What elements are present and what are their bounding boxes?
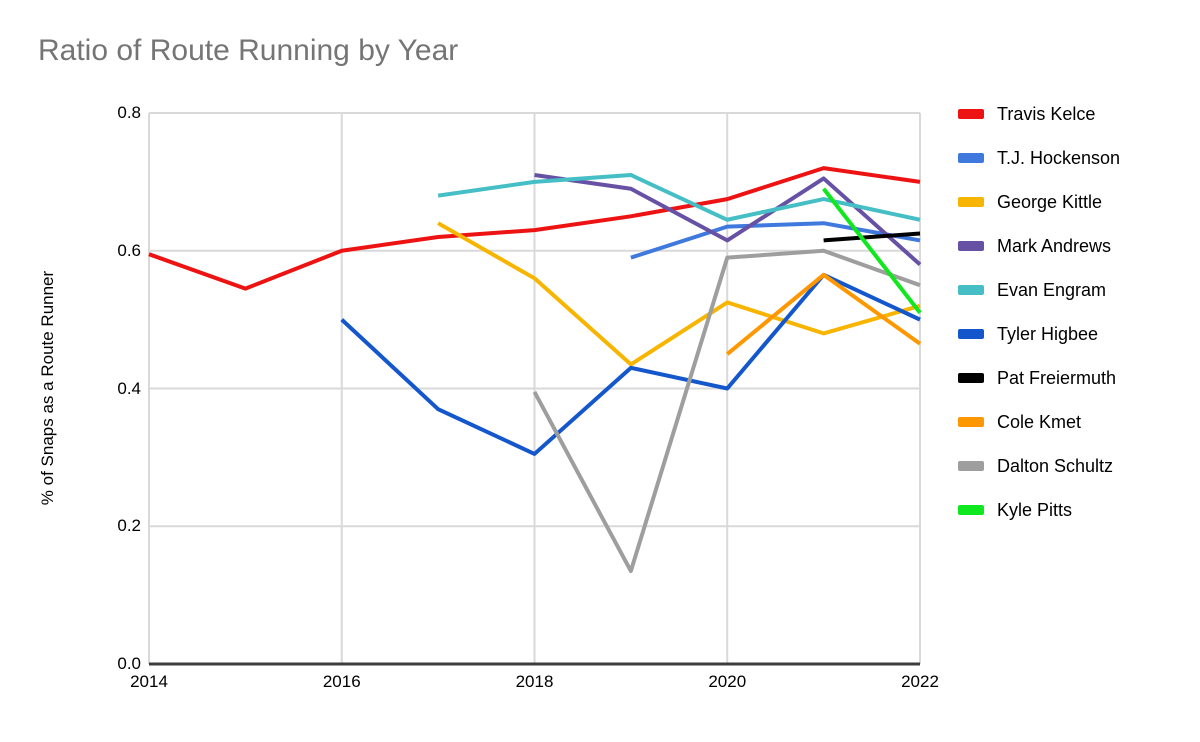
- chart-title: Ratio of Route Running by Year: [38, 34, 459, 67]
- plot-area: [148, 112, 922, 666]
- legend-item-evan-engram: Evan Engram: [958, 280, 1120, 300]
- x-tick-label: 2016: [322, 672, 361, 691]
- legend-item-travis-kelce: Travis Kelce: [958, 104, 1120, 124]
- legend-swatch: [958, 417, 984, 427]
- legend-label: Mark Andrews: [997, 235, 1112, 256]
- y-tick-label: 0.0: [117, 654, 141, 673]
- legend-item-mark-andrews: Mark Andrews: [958, 236, 1120, 256]
- x-tick-label: 2018: [515, 672, 554, 691]
- y-tick-label: 0.8: [117, 103, 141, 122]
- legend-item-dalton-schultz: Dalton Schultz: [958, 456, 1120, 476]
- legend-label: Evan Engram: [997, 279, 1107, 300]
- y-tick-label: 0.4: [117, 378, 141, 398]
- legend-item-t-j-hockenson: T.J. Hockenson: [958, 148, 1120, 168]
- series-line-cole-kmet: [725, 272, 922, 356]
- series-line-kyle-pitts: [822, 187, 922, 314]
- x-tick-label: 2014: [130, 672, 168, 691]
- legend-item-kyle-pitts: Kyle Pitts: [958, 500, 1120, 520]
- legend-item-george-kittle: George Kittle: [958, 192, 1120, 212]
- legend-label: Travis Kelce: [997, 103, 1096, 124]
- legend-swatch: [958, 153, 984, 163]
- legend-swatch: [958, 329, 984, 339]
- legend-item-tyler-higbee: Tyler Higbee: [958, 324, 1120, 344]
- legend-label: T.J. Hockenson: [997, 147, 1121, 168]
- legend-label: Tyler Higbee: [997, 323, 1099, 344]
- series-line-travis-kelce: [148, 166, 921, 291]
- legend-swatch: [958, 461, 984, 471]
- series-line-pat-freiermuth: [823, 231, 921, 243]
- legend-label: Cole Kmet: [997, 411, 1082, 432]
- legend-swatch: [958, 197, 984, 207]
- x-tick-label: 2022: [901, 672, 939, 691]
- legend-swatch: [958, 373, 984, 383]
- legend-swatch: [958, 285, 984, 295]
- y-axis-title: % of Snaps as a Route Runner: [38, 270, 57, 506]
- legend-label: George Kittle: [997, 191, 1103, 212]
- series-line-t-j-hockenson: [630, 221, 921, 260]
- legend-label: Dalton Schultz: [997, 455, 1114, 476]
- x-tick-label: 2020: [708, 672, 747, 691]
- legend-item-cole-kmet: Cole Kmet: [958, 412, 1120, 432]
- legend-label: Pat Freiermuth: [997, 367, 1117, 388]
- series-line-dalton-schultz: [532, 248, 921, 574]
- legend: Travis Kelce T.J. Hockenson George Kittle M…: [958, 104, 1120, 520]
- legend-label: Kyle Pitts: [997, 499, 1073, 520]
- legend-item-pat-freiermuth: Pat Freiermuth: [958, 368, 1120, 388]
- series-line-evan-engram: [437, 172, 921, 222]
- y-tick-label: 0.2: [117, 516, 141, 536]
- legend-swatch: [958, 241, 984, 251]
- legend-swatch: [958, 505, 984, 515]
- plot-svg: [148, 112, 922, 666]
- series-line-george-kittle: [437, 221, 921, 367]
- legend-swatch: [958, 109, 984, 119]
- y-tick-label: 0.6: [117, 240, 141, 260]
